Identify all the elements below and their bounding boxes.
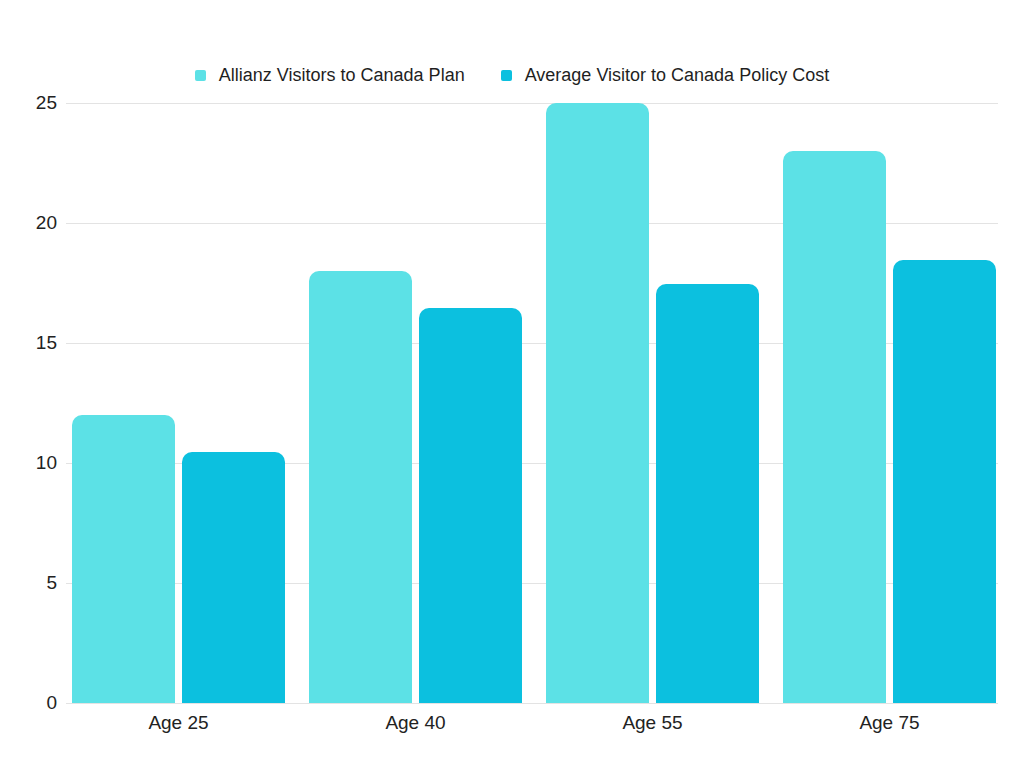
y-axis-tick-label: 20 xyxy=(0,212,57,234)
bar xyxy=(182,452,285,703)
x-axis-tick-label: Age 55 xyxy=(622,712,682,734)
y-axis-tick-label: 15 xyxy=(0,332,57,354)
y-axis-tick-label: 25 xyxy=(0,92,57,114)
bar xyxy=(893,260,996,703)
chart-canvas: Allianz Visitors to Canada Plan Average … xyxy=(0,0,1024,768)
bar xyxy=(546,103,649,703)
x-axis-tick-label: Age 75 xyxy=(859,712,919,734)
bar xyxy=(783,151,886,703)
bar xyxy=(656,284,759,703)
bar xyxy=(419,308,522,703)
bar xyxy=(309,271,412,703)
x-axis-tick-label: Age 25 xyxy=(148,712,208,734)
y-axis-tick-label: 5 xyxy=(0,572,57,594)
gridline xyxy=(66,103,998,104)
y-axis-tick-label: 0 xyxy=(0,692,57,714)
x-axis-tick-label: Age 40 xyxy=(385,712,445,734)
y-axis-tick-label: 10 xyxy=(0,452,57,474)
bar xyxy=(72,415,175,703)
plot-area: 0 5 10 15 20 25 Age 25 Age 40 Age 55 Age 75 xyxy=(0,0,1024,768)
